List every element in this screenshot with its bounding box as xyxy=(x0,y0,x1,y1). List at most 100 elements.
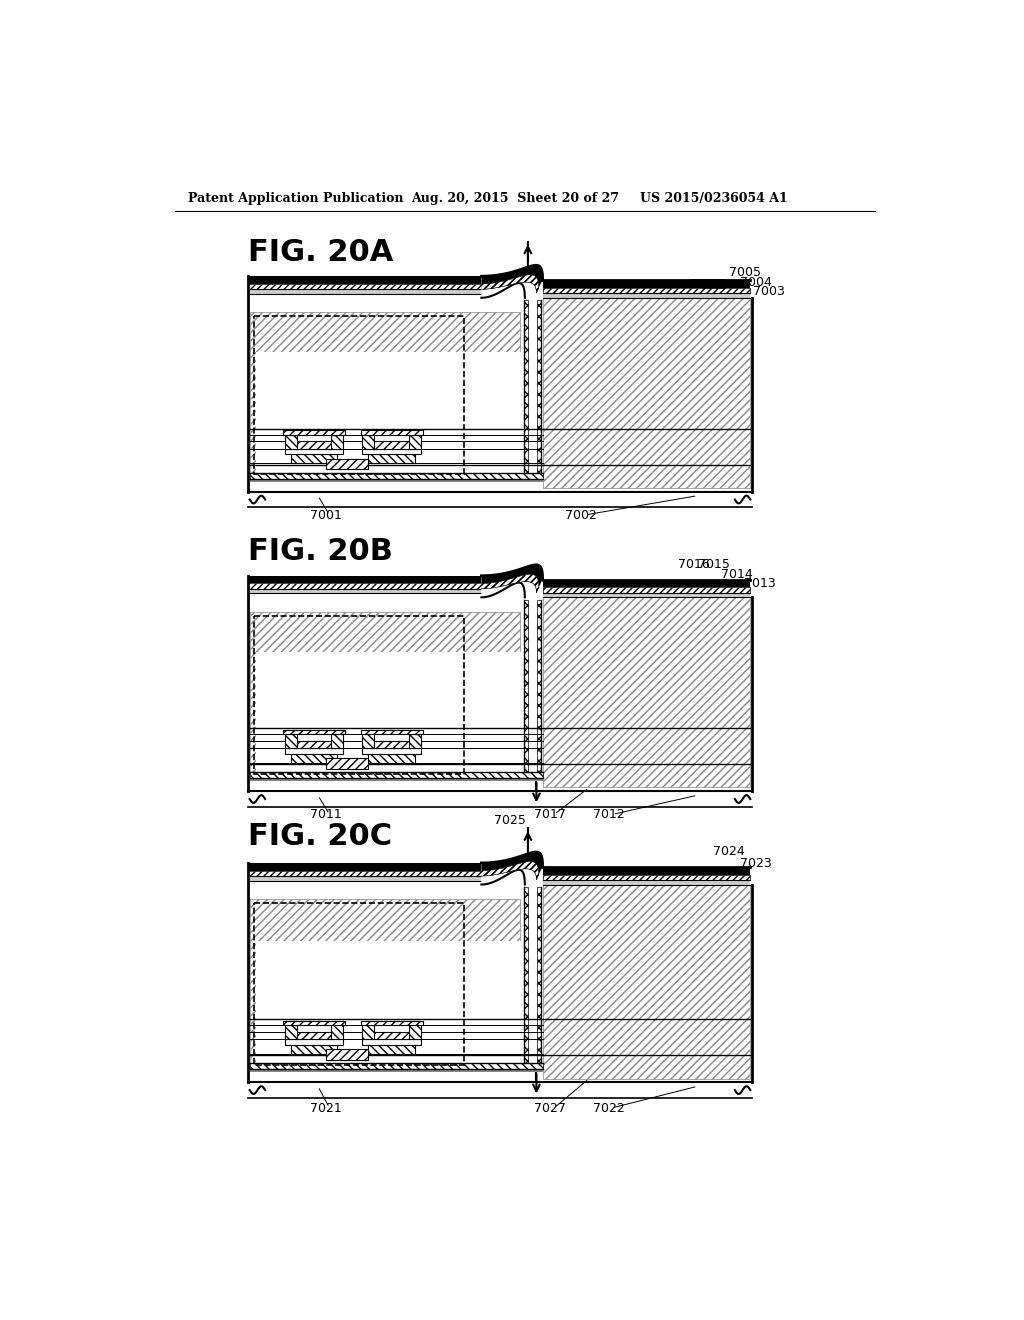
Text: 7002: 7002 xyxy=(565,508,597,521)
Text: US 2015/0236054 A1: US 2015/0236054 A1 xyxy=(640,191,787,205)
Text: Patent Application Publication: Patent Application Publication xyxy=(188,191,403,205)
Bar xyxy=(326,459,369,470)
Text: 7001: 7001 xyxy=(309,508,342,521)
Text: 7016: 7016 xyxy=(678,558,710,572)
Bar xyxy=(362,1026,375,1039)
PathPatch shape xyxy=(481,565,543,597)
Text: 7017: 7017 xyxy=(535,808,566,821)
Bar xyxy=(254,317,464,474)
Text: 7015: 7015 xyxy=(697,558,729,572)
Bar xyxy=(254,903,464,1065)
Bar xyxy=(331,734,343,748)
Bar xyxy=(543,867,751,874)
Text: 7013: 7013 xyxy=(744,577,776,590)
Bar xyxy=(248,576,481,583)
Text: FIG. 20C: FIG. 20C xyxy=(248,822,392,851)
Bar xyxy=(256,652,524,785)
Bar xyxy=(543,293,751,298)
Bar xyxy=(291,754,337,763)
Bar xyxy=(524,887,541,1063)
Bar xyxy=(538,887,541,1063)
Bar xyxy=(409,1026,421,1039)
Bar xyxy=(362,449,421,454)
Bar xyxy=(326,1049,369,1060)
Bar xyxy=(360,430,423,434)
PathPatch shape xyxy=(481,851,543,874)
Bar xyxy=(543,579,751,587)
Bar xyxy=(372,1032,411,1039)
Bar xyxy=(250,1063,543,1069)
Bar xyxy=(543,288,751,293)
Bar xyxy=(295,441,334,449)
PathPatch shape xyxy=(481,862,539,880)
Text: 7014: 7014 xyxy=(721,568,753,581)
Bar xyxy=(543,597,751,788)
Bar xyxy=(283,730,345,734)
PathPatch shape xyxy=(481,851,543,884)
Bar xyxy=(250,899,520,1063)
Bar xyxy=(369,454,415,463)
Bar xyxy=(285,434,297,449)
Bar xyxy=(295,1032,334,1039)
Bar xyxy=(360,730,423,734)
Bar xyxy=(248,583,481,589)
Bar xyxy=(362,748,421,754)
Bar xyxy=(250,612,524,788)
Bar xyxy=(285,1026,297,1039)
Bar xyxy=(250,479,543,482)
Bar xyxy=(543,874,751,880)
Bar xyxy=(369,1044,415,1053)
Bar xyxy=(372,741,411,748)
Bar xyxy=(372,441,411,449)
Bar xyxy=(409,734,421,748)
Bar xyxy=(538,599,541,772)
Bar xyxy=(291,454,337,463)
Bar xyxy=(250,772,543,779)
Bar xyxy=(524,599,528,772)
Text: 7022: 7022 xyxy=(593,1102,625,1114)
Bar xyxy=(543,298,751,488)
Bar xyxy=(362,1039,421,1044)
Bar xyxy=(248,284,481,289)
Bar xyxy=(331,434,343,449)
Text: FIG. 20A: FIG. 20A xyxy=(248,238,393,267)
Bar xyxy=(248,276,481,284)
Bar xyxy=(409,434,421,449)
Bar xyxy=(543,280,751,288)
Text: 7027: 7027 xyxy=(535,1102,566,1114)
Bar xyxy=(538,300,541,473)
Text: 7021: 7021 xyxy=(309,1102,341,1114)
Bar xyxy=(283,430,345,434)
Bar xyxy=(360,1020,423,1026)
Bar xyxy=(285,1039,343,1044)
PathPatch shape xyxy=(481,574,539,593)
Bar xyxy=(283,1020,345,1026)
Bar xyxy=(543,587,751,593)
Text: FIG. 20B: FIG. 20B xyxy=(248,537,393,566)
Bar xyxy=(543,880,751,884)
PathPatch shape xyxy=(481,265,543,288)
Bar xyxy=(362,434,375,449)
Bar xyxy=(295,741,334,748)
Bar xyxy=(248,871,481,876)
Bar xyxy=(524,300,541,473)
Bar xyxy=(291,1044,337,1053)
Bar xyxy=(254,615,464,774)
Bar xyxy=(250,473,543,479)
Bar xyxy=(256,352,524,487)
Text: 7005: 7005 xyxy=(729,267,761,280)
Text: 7024: 7024 xyxy=(713,845,744,858)
Bar xyxy=(543,884,751,1078)
Text: Aug. 20, 2015  Sheet 20 of 27: Aug. 20, 2015 Sheet 20 of 27 xyxy=(411,191,618,205)
Bar xyxy=(331,1026,343,1039)
Bar xyxy=(250,313,520,473)
Bar xyxy=(256,941,524,1077)
Text: 7011: 7011 xyxy=(309,808,341,821)
Bar xyxy=(543,593,751,597)
Bar xyxy=(524,887,528,1063)
Text: 7004: 7004 xyxy=(740,276,772,289)
PathPatch shape xyxy=(481,565,543,587)
Bar xyxy=(250,779,543,781)
Bar xyxy=(524,599,541,772)
Bar xyxy=(369,754,415,763)
